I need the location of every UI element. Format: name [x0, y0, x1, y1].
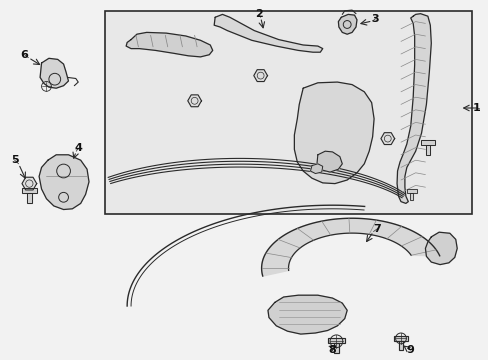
Text: 2: 2 — [255, 9, 263, 19]
Text: 8: 8 — [328, 345, 336, 355]
Text: 1: 1 — [472, 103, 480, 113]
Polygon shape — [294, 82, 373, 184]
Text: 4: 4 — [74, 143, 82, 153]
Polygon shape — [214, 14, 322, 52]
Polygon shape — [187, 95, 201, 107]
Polygon shape — [126, 32, 212, 57]
Bar — [406, 189, 416, 193]
Bar — [425, 145, 429, 155]
Bar — [406, 189, 416, 193]
Polygon shape — [310, 164, 322, 174]
Polygon shape — [425, 232, 456, 265]
Text: 6: 6 — [20, 50, 28, 60]
Text: 3: 3 — [371, 14, 379, 24]
Polygon shape — [40, 58, 68, 88]
Bar — [393, 336, 407, 341]
Polygon shape — [267, 295, 346, 334]
Polygon shape — [316, 151, 342, 172]
Polygon shape — [338, 14, 356, 34]
Bar — [333, 343, 338, 353]
Bar — [27, 193, 32, 203]
Polygon shape — [22, 177, 37, 190]
Bar — [398, 341, 402, 350]
Bar — [105, 11, 471, 214]
Bar — [393, 336, 407, 341]
Bar — [420, 140, 434, 145]
Bar — [327, 338, 344, 343]
Bar — [420, 140, 434, 145]
Text: 7: 7 — [373, 224, 381, 234]
Polygon shape — [253, 70, 267, 81]
Polygon shape — [396, 14, 430, 203]
Text: 9: 9 — [406, 345, 414, 355]
Bar — [409, 193, 412, 200]
Polygon shape — [261, 218, 439, 276]
Bar — [333, 343, 338, 353]
Bar — [21, 188, 37, 193]
Text: 5: 5 — [11, 155, 19, 165]
Polygon shape — [380, 133, 394, 144]
Polygon shape — [39, 155, 89, 210]
Bar — [398, 341, 402, 350]
Bar — [327, 338, 344, 343]
Bar — [425, 145, 429, 155]
Bar — [409, 193, 412, 200]
Bar — [21, 188, 37, 193]
Bar — [27, 193, 32, 203]
